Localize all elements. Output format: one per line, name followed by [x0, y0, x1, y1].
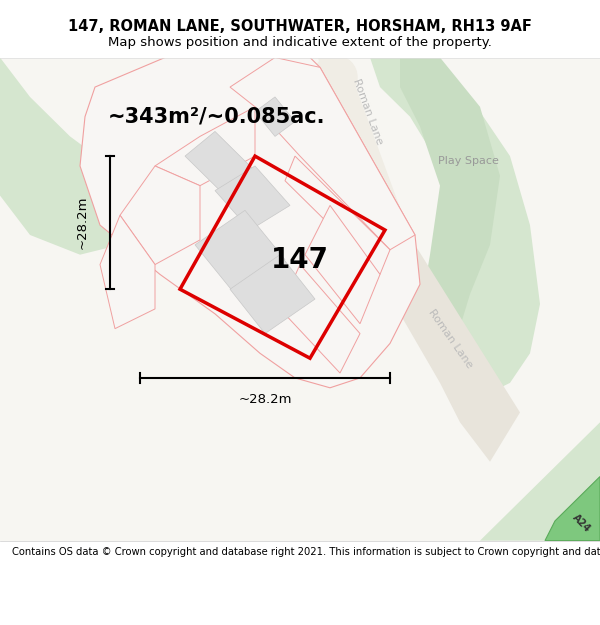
Text: ~28.2m: ~28.2m — [76, 196, 89, 249]
Polygon shape — [0, 58, 600, 541]
Polygon shape — [230, 255, 315, 334]
Text: Roman Lane: Roman Lane — [426, 307, 474, 370]
Polygon shape — [285, 156, 390, 274]
Polygon shape — [80, 58, 420, 388]
Polygon shape — [480, 422, 600, 541]
Polygon shape — [400, 58, 500, 358]
Polygon shape — [305, 206, 380, 324]
Text: Roman Lane: Roman Lane — [352, 78, 385, 146]
Polygon shape — [545, 476, 600, 541]
Polygon shape — [318, 58, 410, 250]
Text: 147: 147 — [271, 246, 329, 274]
Polygon shape — [0, 58, 140, 255]
Text: 147, ROMAN LANE, SOUTHWATER, HORSHAM, RH13 9AF: 147, ROMAN LANE, SOUTHWATER, HORSHAM, RH… — [68, 19, 532, 34]
Text: ~28.2m: ~28.2m — [238, 393, 292, 406]
Text: ~343m²/~0.085ac.: ~343m²/~0.085ac. — [108, 107, 325, 127]
Polygon shape — [120, 166, 200, 264]
Polygon shape — [280, 264, 360, 373]
Polygon shape — [230, 58, 415, 250]
Polygon shape — [215, 166, 290, 230]
Polygon shape — [155, 107, 255, 186]
Text: Map shows position and indicative extent of the property.: Map shows position and indicative extent… — [108, 36, 492, 49]
Polygon shape — [185, 131, 255, 196]
Polygon shape — [100, 215, 155, 329]
Polygon shape — [370, 58, 540, 392]
Polygon shape — [255, 97, 295, 136]
Text: Contains OS data © Crown copyright and database right 2021. This information is : Contains OS data © Crown copyright and d… — [12, 547, 600, 557]
Text: Play Space: Play Space — [437, 156, 499, 166]
Text: A24: A24 — [570, 512, 592, 534]
Circle shape — [313, 56, 357, 99]
Polygon shape — [195, 211, 285, 294]
Polygon shape — [370, 245, 520, 462]
